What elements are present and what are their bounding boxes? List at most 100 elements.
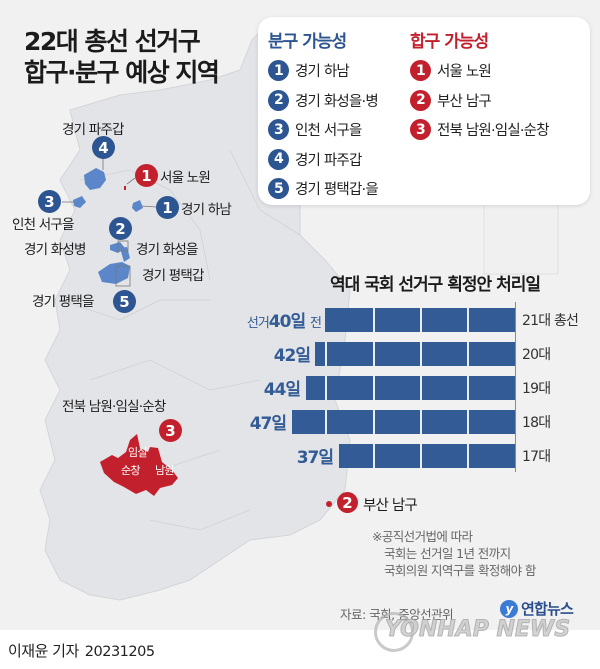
merge-item: 1 서울 노원 — [410, 56, 549, 86]
merge-item-label: 부산 남구 — [437, 93, 492, 110]
bar-row: 44일 19대 — [0, 376, 600, 400]
map-badge-jeonbuk-icon: 3 — [159, 419, 182, 442]
bar-divider — [325, 410, 327, 434]
map-label-pyeongtaek-gap: 경기 평택갑 — [142, 268, 204, 284]
watermark-logo-icon — [374, 612, 414, 652]
split-item-label: 인천 서구을 — [295, 123, 362, 140]
bar — [292, 410, 515, 434]
bar — [306, 376, 515, 400]
number-badge-icon: 3 — [410, 119, 431, 141]
map-label-imsil: 임실 — [128, 446, 147, 459]
map-label-jeonbuk: 전북 남원·임실·순창 — [62, 399, 166, 415]
merge-heading: 합구 가능성 — [410, 32, 489, 52]
byline: 이재윤 기자 20231205 — [8, 640, 155, 661]
bar-divider — [373, 342, 375, 366]
split-heading: 분구 가능성 — [268, 32, 347, 52]
logo-text: 연합뉴스 — [521, 600, 574, 618]
nowon-region — [124, 186, 126, 190]
bar-row: 37일 17대 — [0, 444, 600, 468]
footnote: ※공직선거법에 따라 국회는 선거일 1년 전까지 국회의원 지역구를 확정해야… — [372, 528, 536, 579]
map-badge-incheon-icon: 3 — [38, 190, 61, 213]
busan-region — [326, 501, 332, 507]
bar-category: 21대 총선 — [522, 313, 579, 329]
pyeongtaek-region — [98, 262, 130, 284]
bar-divider — [420, 410, 422, 434]
infographic-canvas: 22대 총선 선거구 합구·분구 예상 지역 분구 가능성 1 경기 하남 2 경기… — [0, 0, 600, 630]
title-line-1: 22대 총선 선거구 — [24, 27, 201, 56]
map-label-nowon: 서울 노원 — [160, 170, 211, 186]
bar-value: 37일 — [296, 448, 334, 468]
bar-divider — [420, 342, 422, 366]
bar-divider — [373, 308, 375, 332]
jeonbuk-region — [100, 434, 178, 496]
bar-divider — [467, 342, 469, 366]
value-suffix: 전 — [310, 316, 322, 331]
map-label-incheon: 인천 서구을 — [12, 217, 74, 233]
number-badge-icon: 5 — [268, 178, 289, 200]
bar-divider — [420, 308, 422, 332]
merge-item-label: 서울 노원 — [437, 64, 492, 81]
number-badge-icon: 4 — [268, 148, 289, 170]
footnote-line: 국회의원 지역구를 확정해야 함 — [384, 563, 536, 578]
bar-category: 17대 — [522, 449, 551, 465]
watermark-text: YONHAP NEWS — [384, 617, 571, 643]
bar-divider — [467, 308, 469, 332]
split-item: 1 경기 하남 — [268, 56, 378, 86]
bar-divider — [467, 410, 469, 434]
map-label-hwaseong-eul: 경기 화성을 — [136, 242, 198, 258]
bar-row: 42일 20대 — [0, 342, 600, 366]
incheon-region — [73, 196, 86, 208]
split-legend: 분구 가능성 1 경기 하남 2 경기 화성을·병 3 인천 서구을 4 경기 파주갑 … — [268, 27, 379, 204]
bar-divider — [420, 376, 422, 400]
map-badge-busan-icon: 2 — [337, 492, 358, 513]
bar — [315, 342, 515, 366]
yonhap-logo: y 연합뉴스 — [500, 598, 574, 619]
map-badge-pyeongtaek-icon: 5 — [113, 290, 136, 313]
bar — [339, 444, 515, 468]
bar-divider — [325, 342, 327, 366]
bar-divider — [467, 376, 469, 400]
map-label-busan: 부산 남구 — [363, 498, 418, 514]
bar-value: 선거40일 전 — [225, 307, 322, 332]
bar-divider — [373, 410, 375, 434]
value-label: 40일 — [268, 312, 306, 332]
yonhap-logo-icon: y — [500, 599, 518, 618]
map-label-namwon: 남원 — [155, 464, 174, 477]
bar-value: 47일 — [249, 414, 287, 434]
split-item: 3 인천 서구을 — [268, 115, 378, 145]
bar-row: 선거40일 전 21대 총선 — [0, 308, 600, 332]
number-badge-icon: 2 — [268, 89, 289, 111]
split-item: 4 경기 파주갑 — [268, 145, 378, 175]
map-badge-hanam-icon: 1 — [156, 196, 179, 219]
map-label-paju: 경기 파주갑 — [62, 122, 124, 138]
paju-region — [84, 168, 106, 190]
chart-title: 역대 국회 선거구 획정안 처리일 — [330, 275, 541, 295]
split-item: 2 경기 화성을·병 — [268, 86, 379, 116]
bar-category: 18대 — [522, 415, 551, 431]
chart-axis — [515, 302, 516, 472]
legend-panel: 분구 가능성 1 경기 하남 2 경기 화성을·병 3 인천 서구을 4 경기 파주갑 … — [258, 17, 590, 205]
footnote-line: 국회는 선거일 1년 전까지 — [384, 546, 511, 561]
bar-category: 19대 — [522, 381, 551, 397]
footnote-line: ※공직선거법에 따라 — [372, 529, 473, 544]
value-prefix: 선거 — [246, 316, 270, 331]
bar-divider — [373, 376, 375, 400]
merge-item-label: 전북 남원·임실·순창 — [437, 123, 550, 140]
bar-divider — [467, 444, 469, 468]
map-label-hwaseong-byeong: 경기 화성병 — [24, 242, 86, 258]
merge-item: 3 전북 남원·임실·순창 — [410, 115, 550, 145]
page-title: 22대 총선 선거구 합구·분구 예상 지역 — [24, 26, 220, 88]
number-badge-icon: 2 — [410, 89, 431, 111]
title-line-2: 합구·분구 예상 지역 — [24, 58, 220, 87]
split-item: 5 경기 평택갑·을 — [268, 174, 379, 204]
bar-category: 20대 — [522, 347, 551, 363]
merge-legend: 합구 가능성 1 서울 노원 2 부산 남구 3 전북 남원·임실·순창 — [410, 27, 550, 145]
reporter-name: 이재윤 기자 — [8, 642, 79, 660]
merge-item: 2 부산 남구 — [410, 86, 549, 116]
split-item-label: 경기 평택갑·을 — [295, 182, 379, 199]
bar-divider — [420, 444, 422, 468]
number-badge-icon: 1 — [410, 60, 431, 82]
split-item-label: 경기 하남 — [295, 64, 350, 81]
bar-row: 47일 18대 — [0, 410, 600, 434]
number-badge-icon: 3 — [268, 119, 289, 141]
